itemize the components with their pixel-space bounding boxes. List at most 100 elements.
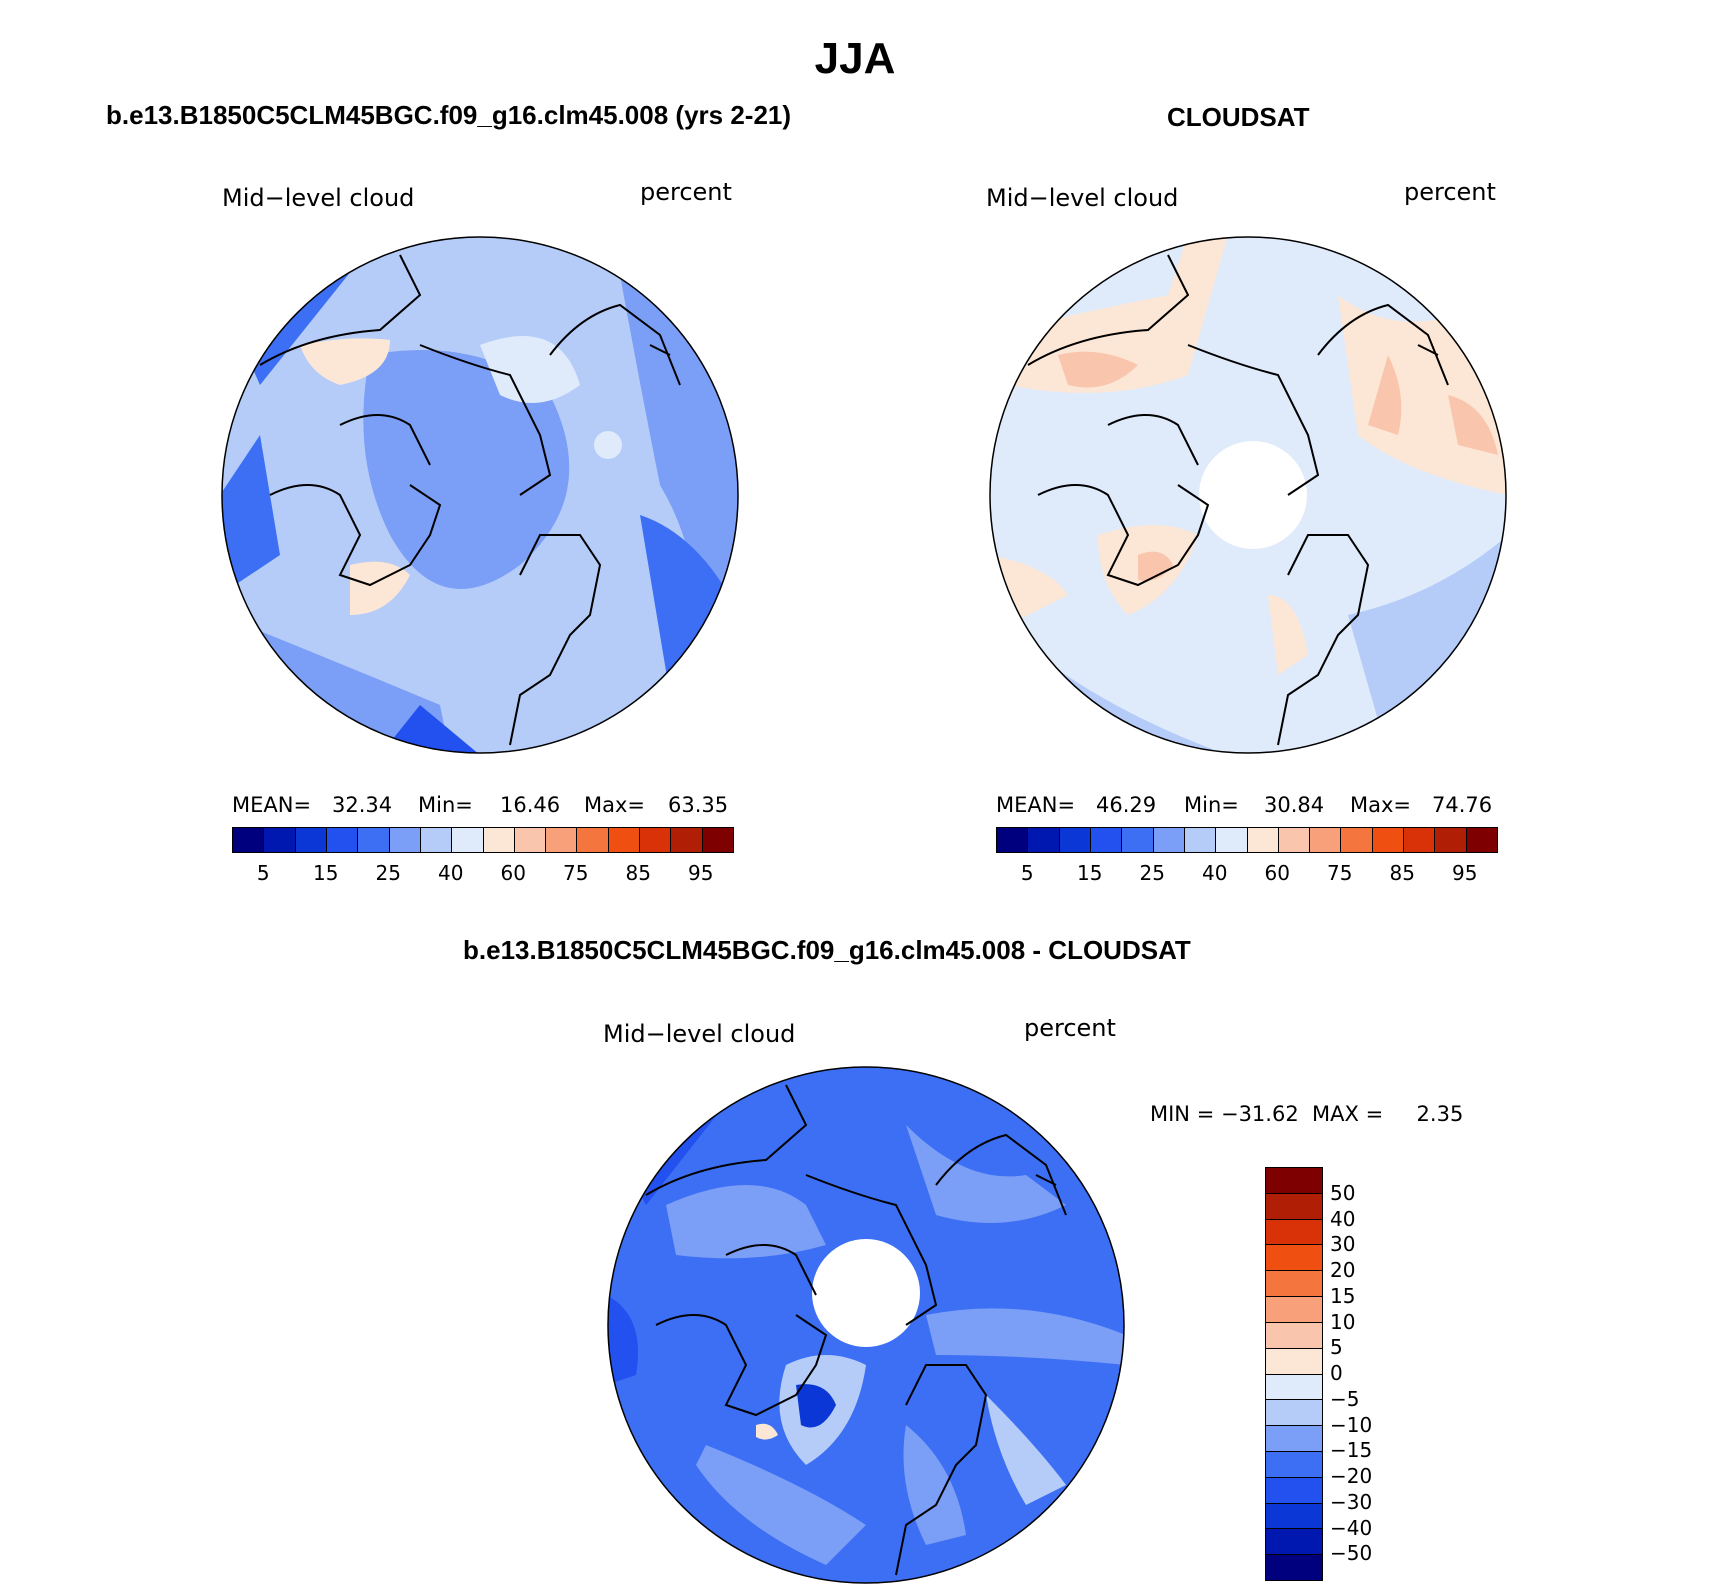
colorbar-tick-label: 20: [1330, 1258, 1356, 1282]
colorbar-swatch: [702, 828, 733, 852]
panel-1-mean-value: 32.34: [332, 793, 393, 817]
colorbar-swatch: [1059, 828, 1091, 852]
colorbar-swatch: [1266, 1297, 1322, 1323]
colorbar-tick-label: 40: [1202, 861, 1228, 885]
colorbar-swatch: [295, 828, 327, 852]
colorbar-tick-label: −5: [1330, 1386, 1360, 1411]
colorbar-swatch: [233, 828, 265, 852]
colorbar-swatch: [1266, 1400, 1322, 1427]
panel-2-min-label: Min=: [1184, 793, 1239, 817]
colorbar-tick-label: 60: [1264, 861, 1290, 885]
panel-2-variable-label: Mid−level cloud: [986, 184, 1179, 212]
panel-2-max-value: 74.76: [1432, 793, 1493, 817]
panel-1-colorbar: [232, 827, 734, 853]
colorbar-swatch: [1266, 1348, 1322, 1375]
panel-1-max-label: Max=: [584, 793, 646, 817]
colorbar-swatch: [1122, 828, 1154, 852]
colorbar-tick-label: 5: [1330, 1335, 1343, 1360]
colorbar-swatch: [1028, 828, 1060, 852]
colorbar-tick-label: 5: [256, 861, 270, 885]
colorbar-tick-label: 15: [313, 861, 339, 885]
colorbar-swatch: [546, 828, 578, 852]
colorbar-swatch: [1341, 828, 1373, 852]
panel-3-polar-map: [607, 1066, 1125, 1584]
colorbar-tick-label: −30: [1330, 1489, 1373, 1514]
panel-1-max-value: 63.35: [668, 793, 729, 817]
colorbar-swatch: [1404, 828, 1436, 852]
colorbar-swatch: [1310, 828, 1342, 852]
colorbar-swatch: [264, 828, 296, 852]
colorbar-swatch: [1153, 828, 1185, 852]
panel-1-variable-label: Mid−level cloud: [222, 184, 415, 212]
panel-3-title: b.e13.B1850C5CLM45BGC.f09_g16.clm45.008 …: [463, 935, 1191, 965]
colorbar-tick-label: −10: [1330, 1412, 1373, 1437]
panel-1-units-label: percent: [640, 178, 732, 206]
panel-1-title: b.e13.B1850C5CLM45BGC.f09_g16.clm45.008 …: [106, 100, 792, 130]
colorbar-tick-label: 95: [688, 861, 714, 885]
colorbar-swatch: [1184, 828, 1217, 852]
colorbar-tick-label: 0: [1330, 1361, 1343, 1385]
colorbar-tick-label: 85: [1389, 861, 1415, 885]
colorbar-swatch: [420, 828, 453, 852]
colorbar-tick-label: 15: [1077, 861, 1103, 885]
colorbar-tick-label: −50: [1330, 1541, 1373, 1566]
panel-1-min-label: Min=: [418, 793, 473, 817]
colorbar-swatch: [514, 828, 547, 852]
panel-1-polar-map: [221, 236, 739, 754]
colorbar-swatch: [326, 828, 359, 852]
colorbar-tick-label: −15: [1330, 1438, 1373, 1463]
colorbar-tick-label: 40: [438, 861, 464, 885]
colorbar-swatch: [608, 828, 641, 852]
colorbar-tick-label: 15: [1330, 1283, 1356, 1308]
colorbar-swatch: [389, 828, 421, 852]
colorbar-tick-label: 25: [1139, 861, 1165, 885]
panel-2-polar-map: [989, 236, 1507, 754]
colorbar-tick-label: 10: [1330, 1309, 1356, 1334]
colorbar-tick-label: 25: [375, 861, 401, 885]
colorbar-tick-label: 40: [1330, 1206, 1356, 1231]
colorbar-swatch: [1278, 828, 1311, 852]
panel-2-colorbar: [996, 827, 1498, 853]
panel-3-variable-label: Mid−level cloud: [603, 1020, 796, 1048]
colorbar-tick-label: −20: [1330, 1464, 1373, 1488]
colorbar-swatch: [1266, 1374, 1322, 1401]
colorbar-swatch: [1266, 1477, 1322, 1504]
colorbar-swatch: [1266, 1322, 1322, 1349]
panel-3-min-max: MIN = −31.62 MAX = 2.35: [1150, 1102, 1464, 1126]
colorbar-swatch: [577, 828, 609, 852]
colorbar-swatch: [1247, 828, 1279, 852]
panel-1-min-value: 16.46: [500, 793, 561, 817]
colorbar-swatch: [1466, 828, 1497, 852]
colorbar-tick-label: 50: [1330, 1180, 1356, 1205]
colorbar-swatch: [1266, 1426, 1322, 1452]
panel-2-mean-label: MEAN=: [996, 793, 1076, 817]
colorbar-swatch: [1266, 1451, 1322, 1478]
colorbar-tick-label: 5: [1020, 861, 1034, 885]
colorbar-swatch: [1090, 828, 1123, 852]
colorbar-swatch: [358, 828, 390, 852]
colorbar-swatch: [1266, 1245, 1322, 1272]
colorbar-swatch: [1266, 1555, 1322, 1580]
panel-2-mean-value: 46.29: [1096, 793, 1157, 817]
colorbar-swatch: [1266, 1529, 1322, 1556]
colorbar-swatch: [1372, 828, 1405, 852]
colorbar-tick-label: −40: [1330, 1515, 1373, 1540]
panel-3-colorbar: [1265, 1167, 1323, 1581]
colorbar-swatch: [1435, 828, 1467, 852]
colorbar-tick-label: 75: [563, 861, 589, 885]
panel-3-units-label: percent: [1024, 1014, 1116, 1042]
colorbar-swatch: [1266, 1219, 1322, 1246]
colorbar-swatch: [1216, 828, 1248, 852]
panel-2-max-label: Max=: [1350, 793, 1412, 817]
panel-1-mean-label: MEAN=: [232, 793, 312, 817]
colorbar-swatch: [997, 828, 1029, 852]
panel-2-min-value: 30.84: [1264, 793, 1325, 817]
figure-title: JJA: [814, 34, 896, 83]
colorbar-swatch: [1266, 1168, 1322, 1194]
colorbar-tick-label: 75: [1327, 861, 1353, 885]
colorbar-swatch: [671, 828, 703, 852]
colorbar-swatch: [1266, 1193, 1322, 1220]
colorbar-swatch: [1266, 1503, 1322, 1530]
colorbar-tick-label: 85: [625, 861, 651, 885]
colorbar-swatch: [1266, 1271, 1322, 1298]
